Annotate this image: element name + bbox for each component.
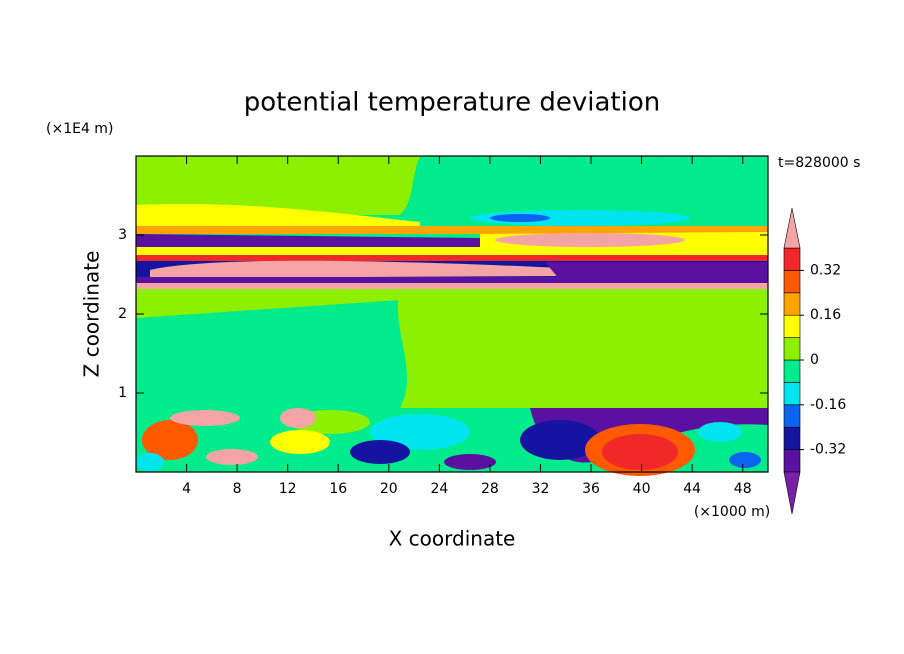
colorbar-box <box>783 382 801 406</box>
contour-region <box>136 255 768 261</box>
x-tick-label: 28 <box>481 481 499 497</box>
y-tick-label: 3 <box>118 227 127 243</box>
colorbar-box <box>783 247 801 271</box>
x-tick-label: 4 <box>182 481 191 497</box>
contour-region <box>370 414 470 450</box>
contour-region <box>170 410 240 426</box>
contour-region <box>470 210 690 226</box>
colorbar-tick-label: 0.32 <box>810 262 841 278</box>
contour-region <box>729 452 761 468</box>
colorbar-box <box>783 337 801 361</box>
contour-region <box>206 449 258 465</box>
contour-region <box>495 233 685 247</box>
contour-region <box>136 203 420 228</box>
x-tick-label: 16 <box>329 481 347 497</box>
contour-region <box>142 420 198 460</box>
x-tick-label: 32 <box>532 481 550 497</box>
contour-field <box>136 156 768 476</box>
y-tick-label: 1 <box>118 385 127 401</box>
colorbar: -0.32 -0.16 0 0.16 0.32 <box>783 207 846 515</box>
contour-region <box>136 156 420 215</box>
y-unit: (×1E4 m) <box>46 121 113 137</box>
x-tick-label: 12 <box>279 481 297 497</box>
colorbar-box <box>783 404 801 428</box>
colorbar-under <box>783 471 801 515</box>
contour-region <box>350 440 410 464</box>
contour-region <box>136 226 768 234</box>
contour-region <box>136 234 480 247</box>
contour-region <box>270 430 330 454</box>
colorbar-box <box>783 449 801 473</box>
colorbar-tick-label: 0.16 <box>810 307 841 323</box>
x-tick-label: 44 <box>683 481 701 497</box>
contour-region <box>150 260 560 278</box>
annotation: t=828000 s <box>778 155 860 171</box>
x-tick-label: 48 <box>734 481 752 497</box>
contour-region <box>602 434 678 470</box>
y-axis-label: Z coordinate <box>80 251 104 378</box>
x-unit: (×1000 m) <box>694 504 770 520</box>
contour-region <box>136 289 400 318</box>
colorbar-box <box>783 270 801 294</box>
contour-region <box>545 262 768 280</box>
contour-region <box>397 289 768 408</box>
contour-region <box>520 420 600 460</box>
x-tick-label: 24 <box>430 481 448 497</box>
contour-region <box>698 422 742 442</box>
x-axis-label: X coordinate <box>389 527 516 551</box>
contour-region <box>136 283 768 289</box>
chart-title: potential temperature deviation <box>244 88 660 118</box>
x-tick-label: 40 <box>633 481 651 497</box>
colorbar-tick-label: -0.16 <box>810 397 846 413</box>
contour-region <box>490 214 550 222</box>
colorbar-box <box>783 359 801 383</box>
contour-region <box>280 408 316 428</box>
y-tick-label: 2 <box>118 306 127 322</box>
contour-region <box>136 247 768 255</box>
colorbar-tick-label: 0 <box>810 352 819 368</box>
contour-region <box>136 453 164 471</box>
colorbar-box <box>783 426 801 450</box>
colorbar-box <box>783 292 801 316</box>
contour-region <box>444 454 496 470</box>
colorbar-over <box>783 207 801 249</box>
colorbar-tick-label: -0.32 <box>810 442 846 458</box>
colorbar-box <box>783 314 801 338</box>
x-tick-label: 8 <box>233 481 242 497</box>
x-tick-label: 20 <box>380 481 398 497</box>
x-tick-label: 36 <box>582 481 600 497</box>
contour-region <box>136 277 768 283</box>
